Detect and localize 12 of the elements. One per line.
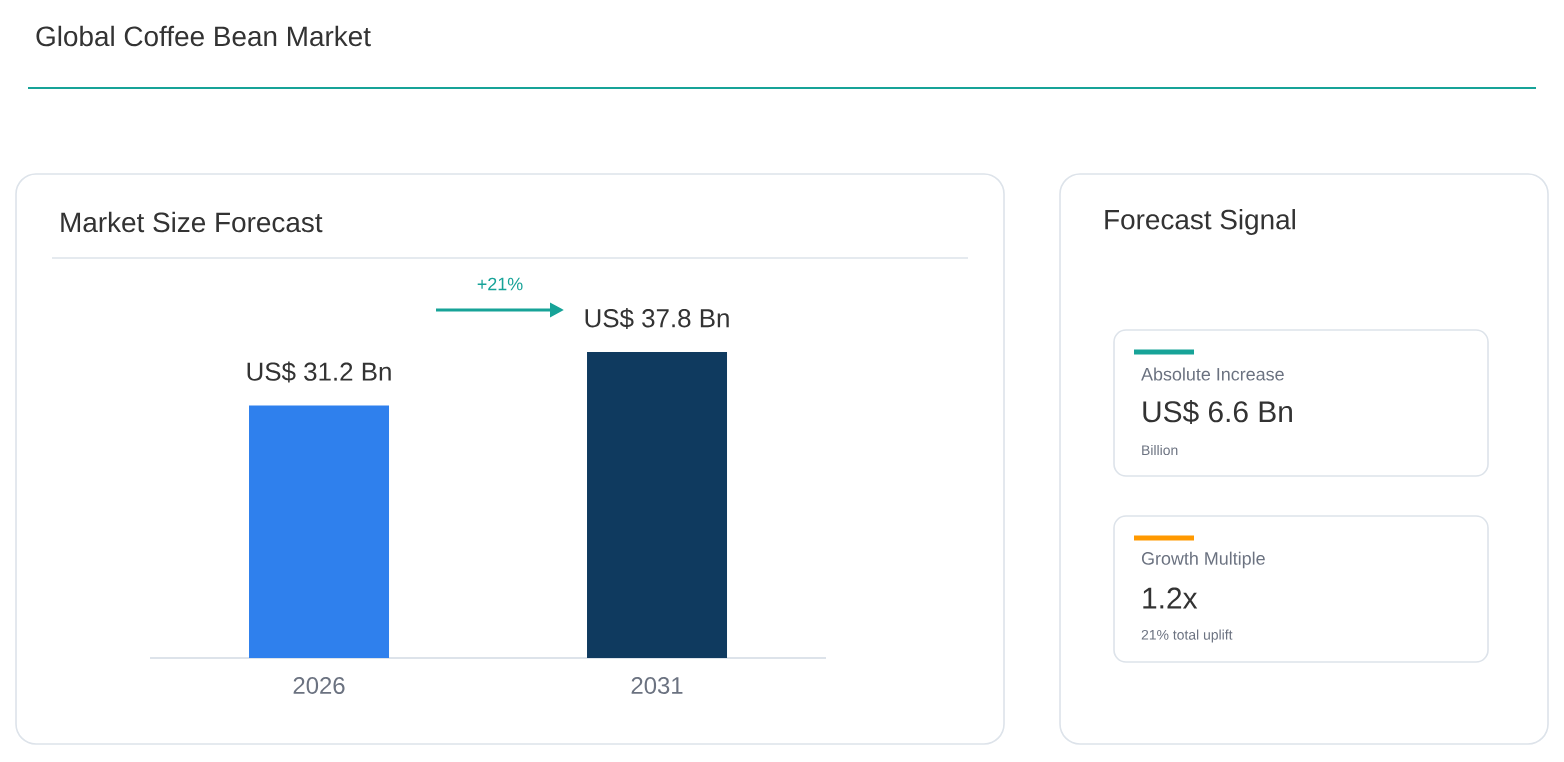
text: Absolute Increase	[1141, 367, 1284, 381]
text: 1.2x	[1143, 587, 1198, 609]
text: US$ 6.6 Bn	[1143, 399, 1292, 425]
text: Growth Multiple	[1141, 551, 1265, 569]
text: Forecast Signal	[1105, 208, 1295, 235]
data-label: US$ 37.8 Bn	[585, 307, 729, 329]
data-label: US$ 31.2 Bn	[247, 361, 391, 383]
x-tick-label: 2031	[631, 677, 683, 694]
text: +21%	[477, 277, 523, 291]
chart-title: Global Coffee Bean Market	[36, 25, 371, 47]
x-tick-label: 2026	[293, 677, 345, 694]
chart-subtitle: Market Size Forecast	[61, 211, 323, 233]
